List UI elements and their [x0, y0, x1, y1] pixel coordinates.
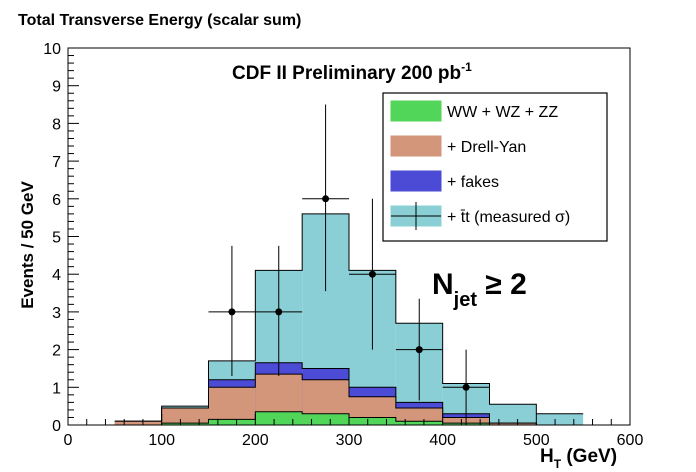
y-tick-label: 6 — [52, 192, 61, 209]
legend-swatch — [390, 135, 442, 157]
y-tick-label: 5 — [52, 230, 61, 247]
annotation-cdf: CDF II Preliminary 200 pb-1 — [232, 60, 472, 84]
legend-entry: + Drell-Yan — [447, 139, 526, 156]
annotation-superscript: -1 — [461, 60, 472, 74]
stack-bar — [489, 404, 537, 425]
stack-outline — [114, 373, 584, 426]
y-tick-label: 7 — [52, 154, 61, 171]
y-tick-label: 0 — [52, 418, 61, 435]
legend-swatch — [390, 100, 442, 122]
x-axis-label-main: H — [540, 446, 554, 467]
axes: 0 100 200 300 400 500 600 0 1 2 3 4 5 6 7 8 9 10 — [43, 41, 643, 449]
y-tick-label: 3 — [52, 305, 61, 322]
jet-multiplicity-label: Njet ≥ 2 — [432, 268, 527, 311]
data-point — [368, 270, 376, 278]
x-axis-label-unit: (GeV) — [561, 446, 617, 467]
data-point — [275, 308, 283, 316]
stack-outline — [114, 411, 584, 426]
y-tick-label: 2 — [52, 343, 61, 360]
legend: WW + WZ + ZZ + Drell-Yan + fakes + t̄t (mea… — [382, 92, 608, 242]
chart-title: Total Transverse Energy (scalar sum) — [18, 12, 301, 29]
legend-entry: + fakes — [447, 174, 499, 191]
stack-bar — [161, 423, 209, 425]
x-axis-label: HT (GeV) — [540, 446, 617, 471]
y-tick-label: 8 — [52, 116, 61, 133]
stack-bar — [208, 387, 256, 425]
y-tick-label: 1 — [52, 380, 61, 397]
data-point — [228, 308, 236, 316]
data-point — [462, 383, 470, 391]
stack-bar — [255, 411, 303, 425]
data-points — [208, 104, 490, 425]
x-tick-label: 600 — [617, 432, 644, 449]
jet-label-rel: ≥ 2 — [477, 268, 527, 301]
x-tick-label: 0 — [64, 432, 73, 449]
legend-swatch — [390, 170, 442, 192]
x-tick-label: 200 — [242, 432, 269, 449]
x-tick-label: 400 — [429, 432, 456, 449]
x-tick-label: 100 — [148, 432, 175, 449]
y-axis-label: Events / 50 GeV — [18, 181, 37, 309]
stack-bar — [302, 413, 349, 425]
data-point — [322, 195, 330, 203]
jet-label-main: N — [432, 268, 454, 301]
y-tick-label: 9 — [52, 79, 61, 96]
legend-entry: WW + WZ + ZZ — [447, 104, 558, 121]
stack-bar — [349, 417, 396, 425]
jet-label-sub: jet — [453, 289, 478, 311]
legend-entry: + t̄t (measured σ) — [447, 209, 570, 226]
stack-bar — [161, 408, 209, 425]
x-tick-label: 500 — [523, 432, 550, 449]
stacked-histogram — [114, 213, 584, 426]
annotation-text: CDF II Preliminary 200 pb — [232, 63, 461, 84]
stack-bar — [536, 413, 584, 425]
x-tick-label: 300 — [336, 432, 363, 449]
stack-bar — [114, 421, 162, 425]
data-point — [415, 346, 423, 354]
stack-bar — [489, 423, 537, 425]
y-tick-label: 4 — [52, 267, 61, 284]
stack-bar — [395, 421, 443, 425]
stack-bar — [208, 419, 256, 425]
x-axis-label-sub: T — [554, 457, 562, 471]
y-tick-label: 10 — [43, 41, 61, 58]
